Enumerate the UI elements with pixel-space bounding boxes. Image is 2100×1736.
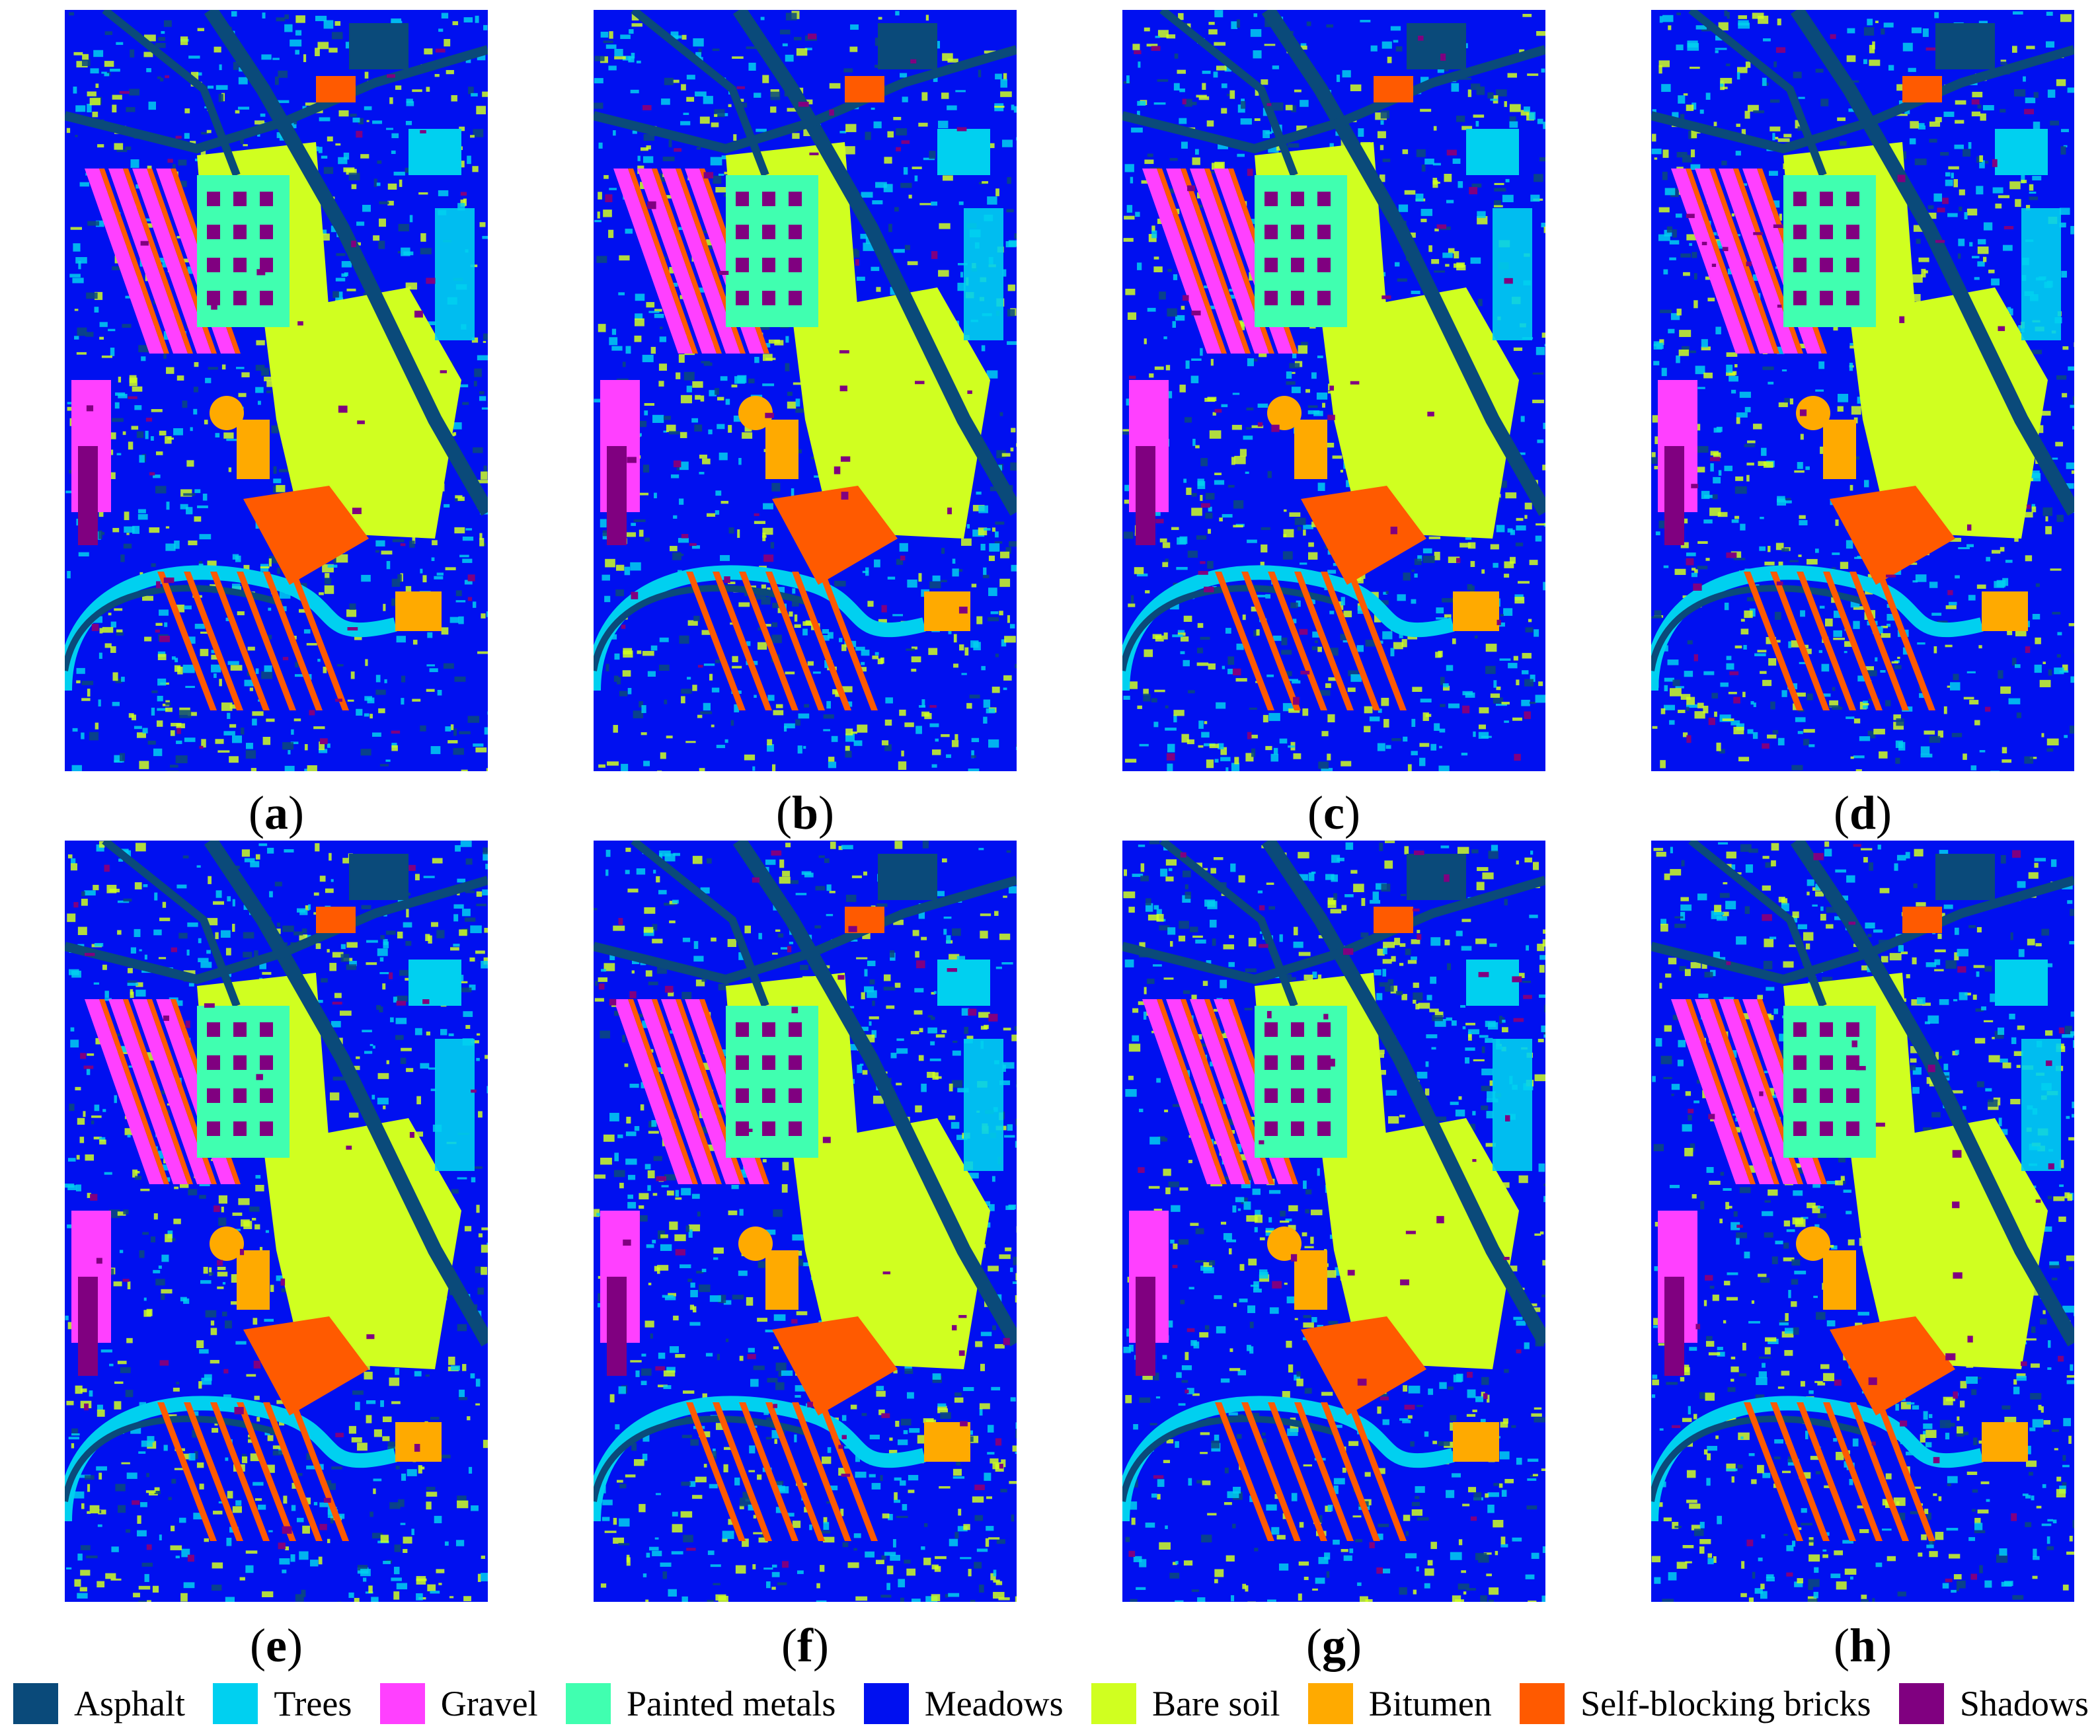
legend-swatch <box>13 1683 58 1724</box>
legend-item-painted-metals: Painted metals <box>565 1683 836 1724</box>
legend: Asphalt Trees Gravel Painted metals Mead… <box>13 1680 2089 1727</box>
legend-label: Shadows <box>1959 1684 2089 1723</box>
caption-c: (c) <box>1307 786 1360 839</box>
classification-map-f <box>594 841 1017 1602</box>
legend-swatch <box>565 1683 611 1724</box>
classification-map-b <box>594 10 1017 771</box>
legend-item-trees: Trees <box>213 1683 352 1724</box>
legend-item-meadows: Meadows <box>863 1683 1064 1724</box>
caption-f: (f) <box>781 1619 829 1672</box>
legend-label: Gravel <box>440 1684 538 1723</box>
classification-map-a <box>65 10 488 771</box>
legend-item-shadows: Shadows <box>1898 1683 2089 1724</box>
legend-label: Bitumen <box>1368 1684 1492 1723</box>
classification-map-g <box>1122 841 1545 1602</box>
legend-item-gravel: Gravel <box>379 1683 538 1724</box>
legend-label: Self-blocking bricks <box>1580 1684 1871 1723</box>
legend-label: Painted metals <box>626 1684 836 1723</box>
caption-a: (a) <box>249 786 304 839</box>
caption-g: (g) <box>1306 1619 1362 1672</box>
legend-label: Asphalt <box>74 1684 185 1723</box>
legend-label: Meadows <box>924 1684 1064 1723</box>
legend-swatch <box>1091 1683 1136 1724</box>
caption-d: (d) <box>1833 786 1892 839</box>
legend-label: Bare soil <box>1152 1684 1280 1723</box>
legend-swatch <box>863 1683 909 1724</box>
legend-swatch <box>1307 1683 1353 1724</box>
caption-b: (b) <box>775 786 834 839</box>
legend-swatch <box>213 1683 258 1724</box>
legend-item-bare-soil: Bare soil <box>1091 1683 1280 1724</box>
legend-item-asphalt: Asphalt <box>13 1683 185 1724</box>
caption-h: (h) <box>1833 1619 1892 1672</box>
classification-map-c <box>1122 10 1545 771</box>
legend-item-self-blocking-bricks: Self-blocking bricks <box>1520 1683 1871 1724</box>
legend-label: Trees <box>274 1684 352 1723</box>
classification-map-d <box>1651 10 2074 771</box>
classification-map-e <box>65 841 488 1602</box>
caption-e: (e) <box>250 1619 303 1672</box>
legend-item-bitumen: Bitumen <box>1307 1683 1492 1724</box>
classification-map-h <box>1651 841 2074 1602</box>
legend-swatch <box>379 1683 425 1724</box>
legend-swatch <box>1898 1683 1944 1724</box>
legend-swatch <box>1520 1683 1565 1724</box>
